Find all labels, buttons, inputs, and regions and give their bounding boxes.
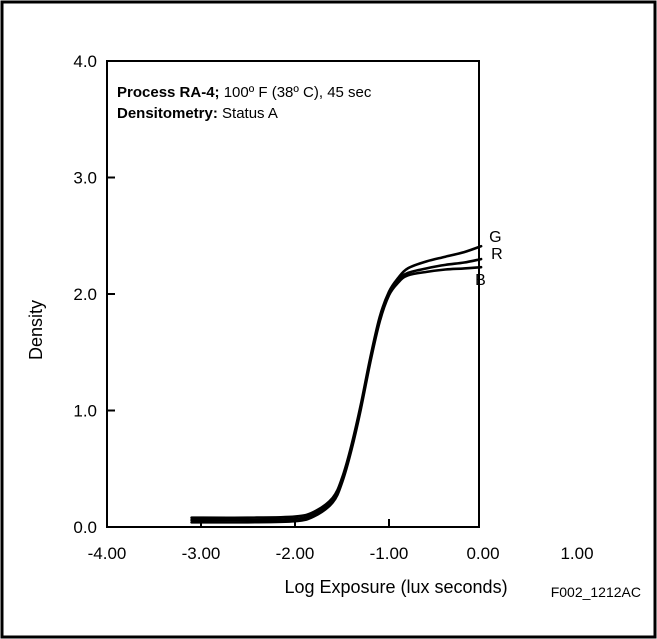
x-axis-title: Log Exposure (lux seconds) bbox=[284, 577, 507, 597]
figure-id: F002_1212AC bbox=[551, 584, 641, 600]
process-label: Process RA-4; bbox=[117, 84, 220, 101]
y-tick-label: 1.0 bbox=[73, 402, 97, 421]
x-tick-label: 0.00 bbox=[466, 544, 499, 563]
densitometry-value: Status A bbox=[218, 105, 278, 122]
x-tick-label: -4.00 bbox=[88, 544, 127, 563]
series-lines bbox=[190, 244, 483, 524]
x-tick-label: -1.00 bbox=[370, 544, 409, 563]
plot-frame bbox=[106, 60, 480, 528]
series-line-r bbox=[190, 257, 483, 522]
x-tick-label: 1.00 bbox=[560, 544, 593, 563]
series-label-g: G bbox=[489, 229, 501, 246]
y-axis: 0.0 1.0 2.0 3.0 4.0 bbox=[73, 52, 115, 537]
series-labels: GRB bbox=[475, 229, 503, 289]
x-axis: -4.00 -3.00 -2.00 -1.00 0.00 1.00 bbox=[88, 519, 594, 563]
series-line-g bbox=[190, 244, 483, 520]
process-annotation: Process RA-4; 100º F (38º C), 45 sec bbox=[117, 84, 372, 101]
densitometry-label: Densitometry: bbox=[117, 105, 218, 122]
densitometry-annotation: Densitometry: Status A bbox=[117, 105, 278, 122]
y-tick-label: 0.0 bbox=[73, 518, 97, 537]
x-tick-label: -3.00 bbox=[182, 544, 221, 563]
series-label-r: R bbox=[491, 246, 503, 263]
x-tick-label: -2.00 bbox=[276, 544, 315, 563]
series-label-b: B bbox=[475, 272, 486, 289]
y-tick-label: 3.0 bbox=[73, 169, 97, 188]
y-tick-label: 2.0 bbox=[73, 285, 97, 304]
series-line-b bbox=[190, 265, 483, 524]
y-tick-label: 4.0 bbox=[73, 52, 97, 71]
y-axis-title: Density bbox=[26, 300, 46, 360]
process-value: 100º F (38º C), 45 sec bbox=[220, 84, 372, 101]
